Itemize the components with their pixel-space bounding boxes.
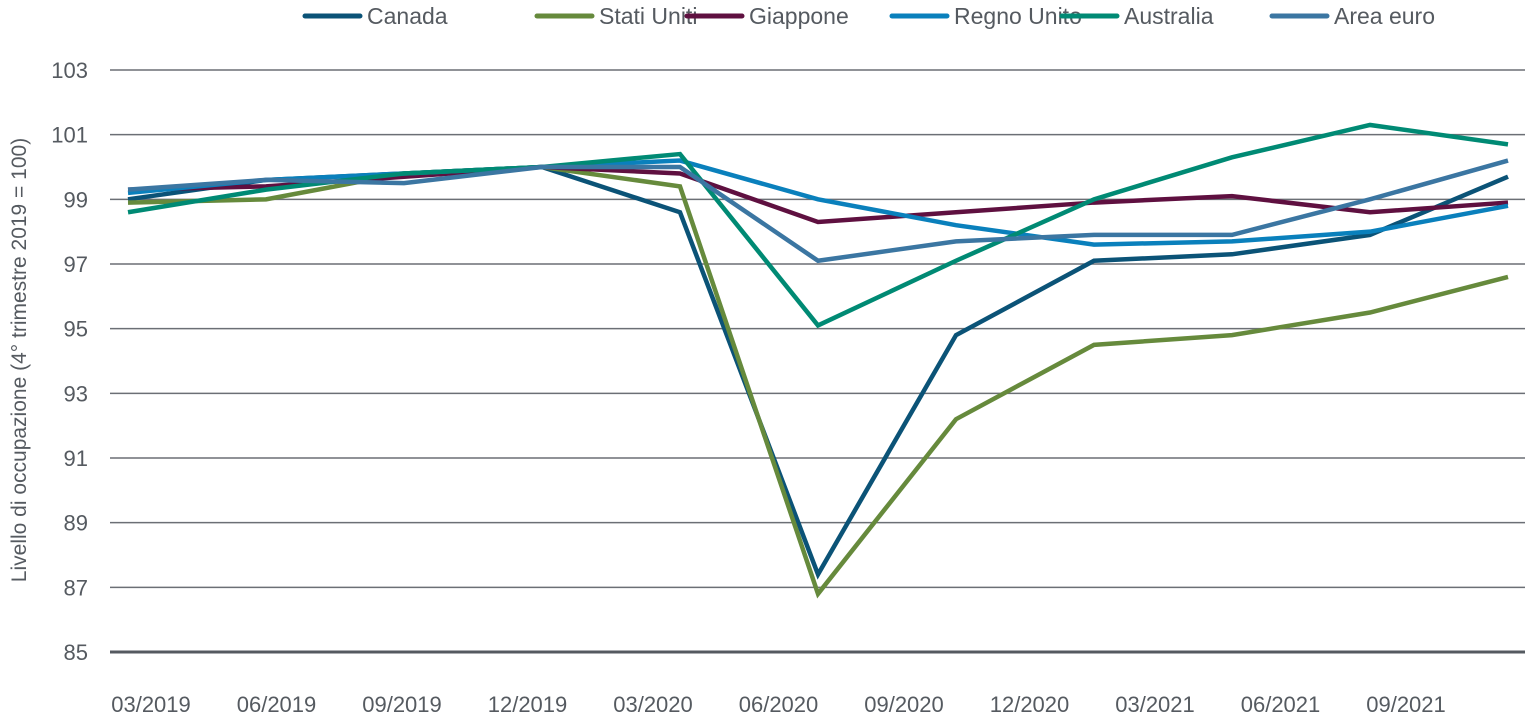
x-tick-label: 06/2019 [237,692,317,717]
legend-item: Stati Uniti [534,3,697,29]
legend-item: Giappone [684,3,849,29]
x-tick-label: 03/2020 [613,692,693,717]
legend-item: Canada [302,3,448,29]
legend: Canada Stati Uniti Giappone Regno Unito Aust… [302,3,1435,29]
y-tick-label: 87 [64,575,88,600]
series-line-regno-unito [127,158,1509,247]
legend-item: Regno Unito [889,3,1082,29]
x-tick-label: 03/2021 [1115,692,1195,717]
x-tick-label: 06/2021 [1241,692,1321,717]
x-tick-label: 09/2019 [362,692,442,717]
y-tick-label: 103 [51,58,88,83]
legend-item: Area euro [1269,3,1435,29]
y-axis-label: Livello di occupazione (4° trimestre 201… [8,138,31,582]
legend-label: Stati Uniti [599,3,697,29]
series-lines [127,122,1509,599]
series-line-area-euro [127,158,1509,264]
y-tick-label: 95 [64,317,88,342]
legend-item: Australia [1059,3,1214,29]
legend-label: Canada [367,3,448,29]
series-line-australia [127,122,1509,329]
series-line-canada [127,164,1509,580]
series-line-stati-uniti [127,164,1509,599]
y-tick-label: 91 [64,446,88,471]
legend-label: Australia [1124,3,1214,29]
x-tick-label: 03/2019 [111,692,191,717]
x-tick-label: 06/2020 [739,692,819,717]
y-tick-label: 85 [64,640,88,665]
y-tick-label: 101 [51,123,88,148]
y-tick-label: 93 [64,381,88,406]
legend-label: Giappone [749,3,849,29]
y-tick-label: 99 [64,187,88,212]
gridlines [110,69,1525,654]
legend-label: Area euro [1334,3,1435,29]
x-tick-label: 12/2020 [990,692,1070,717]
y-axis: 85 87 89 91 93 95 97 99 101 103 [51,58,88,665]
y-tick-label: 89 [64,511,88,536]
x-tick-label: 09/2020 [864,692,944,717]
x-tick-label: 12/2019 [488,692,568,717]
y-tick-label: 97 [64,252,88,277]
x-tick-label: 09/2021 [1366,692,1446,717]
x-axis: 03/2019 06/2019 09/2019 12/2019 03/2020 06/20… [111,692,1446,717]
